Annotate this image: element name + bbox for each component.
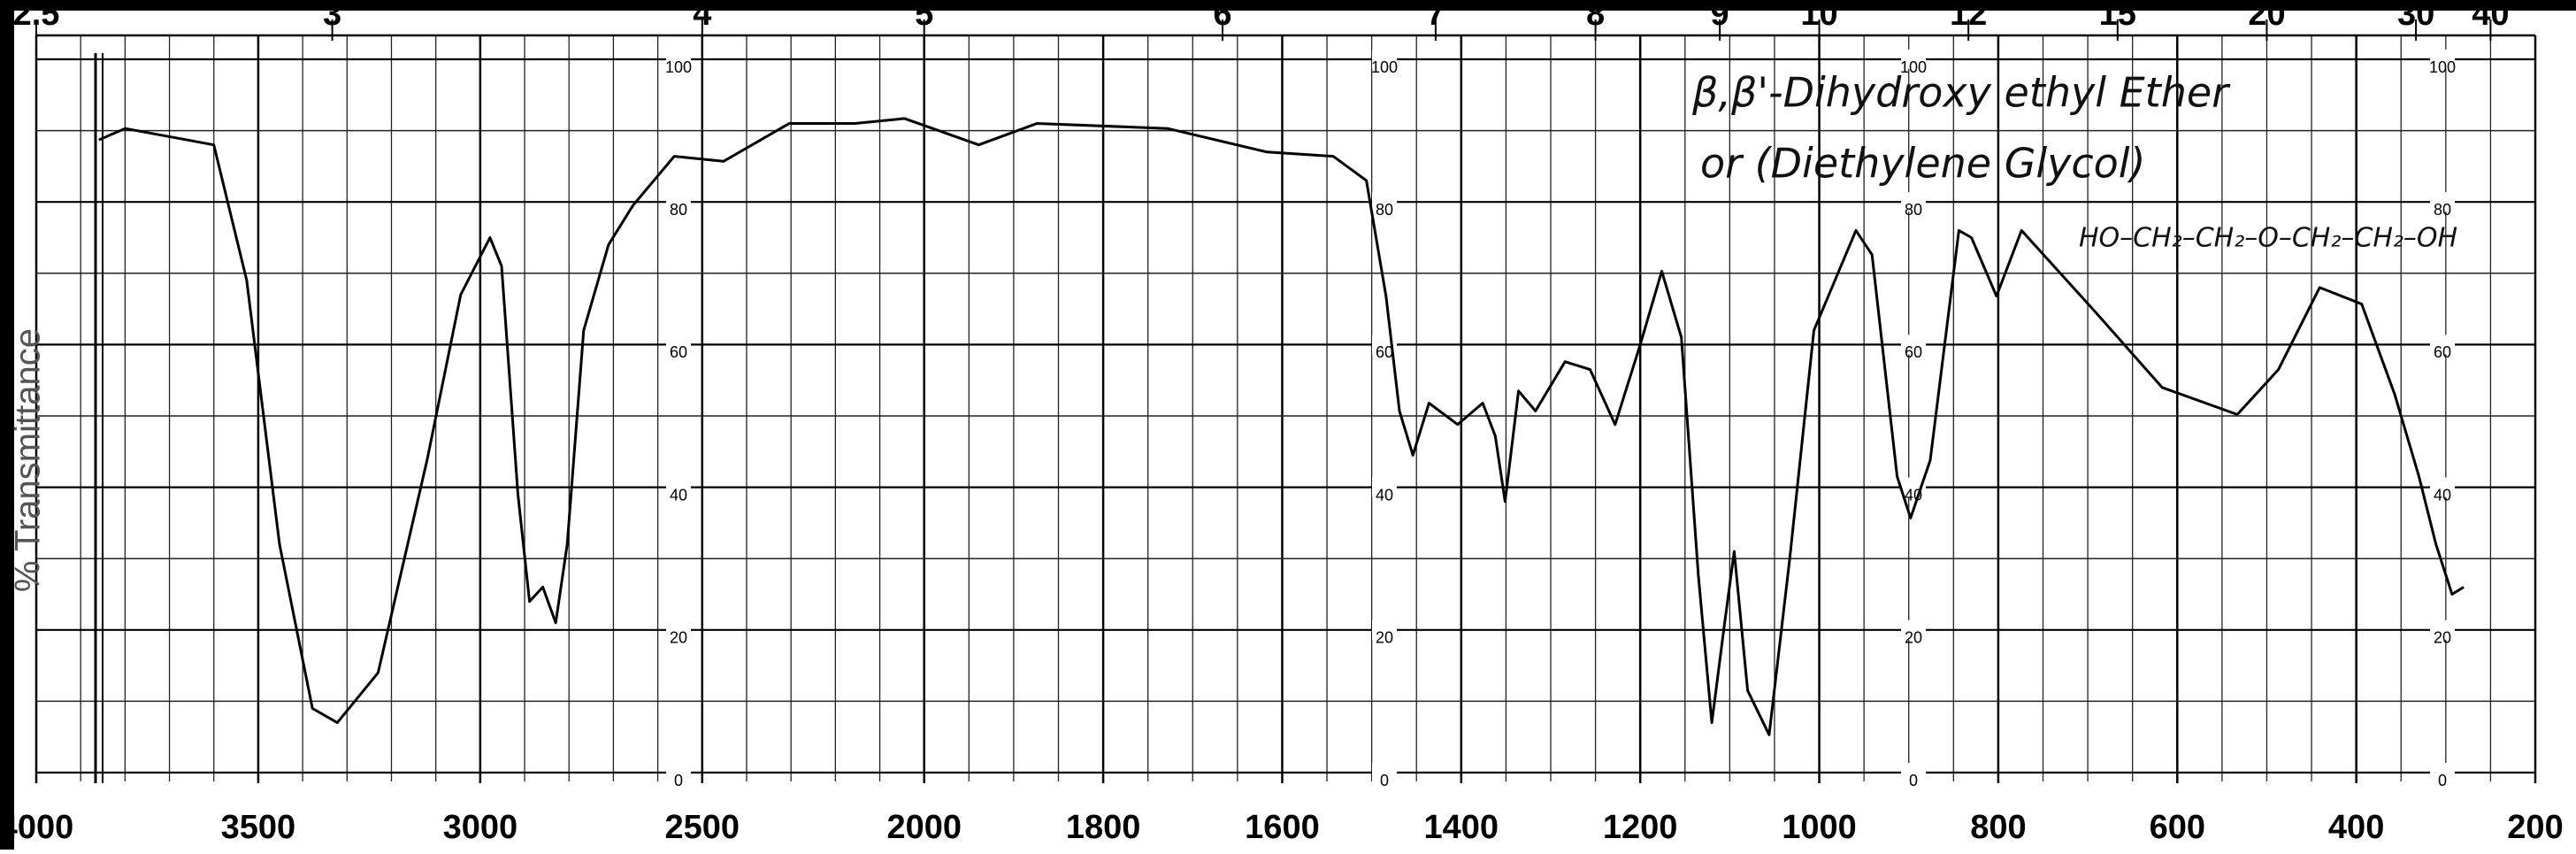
x2-tick-label: 4	[693, 0, 711, 33]
y-tick-label-bg	[1901, 763, 1926, 782]
y-tick-label: 80	[2434, 201, 2451, 219]
x-tick-label: 2000	[886, 809, 962, 846]
x2-tick-label: 10	[1800, 0, 1837, 33]
y-tick-label-bg	[1372, 477, 1397, 497]
y-tick-label-bg	[1901, 192, 1926, 212]
y-tick-label: 100	[665, 58, 692, 76]
y-tick-label-bg	[666, 50, 691, 69]
grid	[34, 19, 2537, 783]
y-tick-label: 100	[1900, 58, 1927, 76]
y-axis-label: % Transmittance	[9, 328, 48, 592]
y-tick-label: 0	[1380, 772, 1389, 789]
y-tick-label: 80	[1905, 201, 1922, 219]
y-tick-label-bg	[2430, 477, 2455, 497]
x2-tick-label: 12	[1950, 0, 1987, 33]
x-tick-label: 800	[1970, 809, 2026, 846]
x-tick-label: 4000	[0, 809, 73, 846]
y-tick-label-bg	[666, 477, 691, 497]
x-tick-label: 2500	[665, 809, 740, 846]
spectrum-line	[98, 117, 2465, 736]
y-tick-label-bg	[666, 192, 691, 212]
y-tick-label: 0	[2438, 772, 2447, 789]
y-tick-label: 40	[1905, 486, 1922, 504]
y-tick-label-bg	[1372, 763, 1397, 782]
y-tick-label: 60	[1905, 343, 1922, 361]
y-tick-label-bg	[2430, 50, 2455, 69]
annotation: β,β'-Dihydroxy ethyl Ether	[1691, 69, 2231, 117]
y-tick-label: 40	[670, 486, 687, 504]
y-tick-label: 20	[2434, 629, 2451, 647]
y-tick-label: 20	[1376, 629, 1393, 647]
annotation: or (Diethylene Glycol)	[1700, 140, 2146, 188]
y-tick-label: 100	[1371, 58, 1398, 76]
x-tick-label: 1400	[1424, 809, 1499, 846]
y-tick-label: 40	[2434, 486, 2451, 504]
x2-tick-label: 2.5	[13, 0, 60, 33]
y-tick-label-bg	[1901, 50, 1926, 69]
x2-tick-label: 30	[2397, 0, 2434, 33]
y-tick-label: 100	[2429, 58, 2456, 76]
y-tick-label-bg	[666, 763, 691, 782]
y-tick-label-bg	[666, 335, 691, 355]
marks	[98, 117, 2465, 736]
x2-tick-label: 5	[915, 0, 933, 33]
x-tick-label: 3500	[221, 809, 296, 846]
top-border	[0, 0, 2576, 11]
y-tick-label: 80	[670, 201, 687, 219]
y-tick-label-bg	[2430, 335, 2455, 355]
y-tick-label: 40	[1376, 486, 1393, 504]
y-tick-label: 20	[670, 629, 687, 647]
x-tick-label: 3000	[443, 809, 518, 846]
y-tick-label-bg	[666, 619, 691, 640]
y-tick-label-bg	[1372, 192, 1397, 212]
x-tick-label: 200	[2507, 809, 2563, 846]
x2-tick-label: 15	[2099, 0, 2136, 33]
x2-tick-label: 3	[323, 0, 341, 33]
y-tick-label-bg	[1901, 335, 1926, 355]
x-tick-label: 400	[2328, 809, 2384, 846]
y-tick-label-bg	[1372, 619, 1397, 640]
y-tick-label: 0	[674, 772, 683, 789]
x-tick-label: 1800	[1066, 809, 1141, 846]
x-tick-label: 1200	[1603, 809, 1678, 846]
y-tick-label-bg	[1901, 619, 1926, 640]
x-tick-label: 1000	[1782, 809, 1857, 846]
y-tick-label-bg	[2430, 619, 2455, 640]
y-tick-label-bg	[2430, 763, 2455, 782]
x2-tick-label: 7	[1426, 0, 1445, 33]
y-tick-label: 60	[2434, 343, 2451, 361]
left-border	[0, 0, 14, 850]
x2-tick-label: 8	[1586, 0, 1605, 33]
x2-tick-label: 20	[2248, 0, 2285, 33]
y-tick-label: 20	[1905, 629, 1922, 647]
y-tick-label: 80	[1376, 201, 1393, 219]
y-tick-label-bg	[1372, 50, 1397, 69]
y-tick-label-bg	[2430, 192, 2455, 212]
y-tick-label: 0	[1909, 772, 1918, 789]
y-tick-label: 60	[1376, 343, 1393, 361]
x-tick-label: 1600	[1245, 809, 1320, 846]
y-tick-label: 60	[670, 343, 687, 361]
x2-tick-label: 6	[1213, 0, 1231, 33]
x2-tick-label: 9	[1711, 0, 1729, 33]
x2-tick-label: 40	[2472, 0, 2509, 33]
x-tick-label: 600	[2150, 809, 2205, 846]
annotation: HO–CH₂–CH₂–O–CH₂–CH₂–OH	[2079, 223, 2457, 254]
